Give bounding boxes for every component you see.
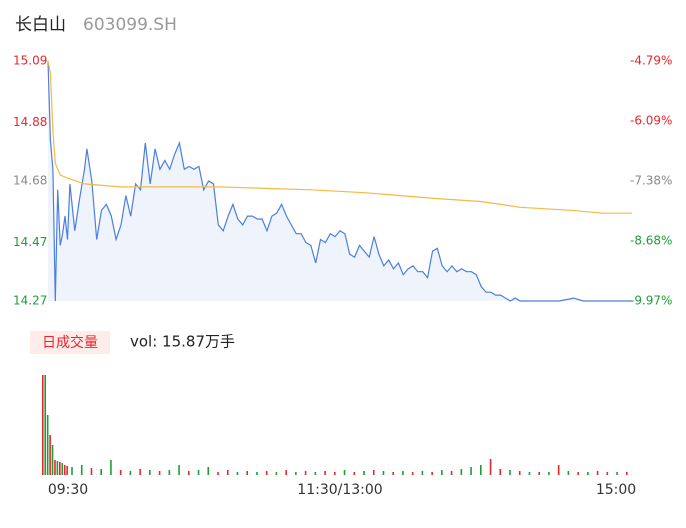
y2-tick-label: -7.38% [630, 174, 672, 188]
volume-bar [285, 470, 287, 475]
price-area [48, 61, 632, 301]
y2-tick-label: -6.09% [630, 114, 672, 128]
x-tick-label: 11:30/13:00 [297, 482, 382, 498]
volume-bar [54, 460, 56, 475]
volume-bar [557, 465, 560, 475]
volume-bar [480, 465, 482, 475]
volume-bar [178, 465, 180, 475]
volume-bar [256, 472, 258, 475]
volume-bar [431, 472, 433, 475]
x-tick-label: 09:30 [48, 482, 88, 498]
volume-bar [59, 462, 61, 475]
volume-bar [567, 471, 570, 475]
y2-tick-label: -9.97% [630, 294, 672, 308]
volume-bar [119, 470, 122, 475]
volume-bar [372, 470, 375, 475]
volume-bar [606, 472, 609, 475]
volume-bar [139, 469, 141, 475]
volume-bar [207, 467, 210, 475]
y-tick-label: 14.68 [13, 174, 47, 188]
volume-bar [49, 435, 51, 475]
volume-bar [489, 459, 492, 475]
volume-bar [353, 472, 356, 475]
volume-bar [402, 471, 404, 475]
volume-label: vol: 15.87万手 [130, 333, 235, 351]
volume-bar [324, 471, 326, 475]
volume-bar [518, 471, 521, 475]
stock-code: 603099.SH [83, 15, 177, 35]
volume-bar [246, 471, 248, 475]
volume-bar [499, 469, 502, 475]
average-line [47, 60, 632, 214]
volume-bar [100, 469, 102, 475]
volume-bar [548, 472, 550, 475]
volume-badge: 日成交量 [42, 334, 98, 351]
volume-bar [265, 471, 268, 475]
y2-tick-label: -4.79% [630, 54, 672, 68]
stock-name: 长白山 [15, 15, 66, 35]
volume-bar [275, 472, 278, 475]
volume-bar [61, 463, 64, 475]
volume-bar [217, 472, 219, 475]
volume-bar [236, 472, 239, 475]
volume-bar [314, 472, 317, 475]
volume-bar [363, 471, 365, 475]
y-tick-label: 14.27 [13, 294, 47, 308]
volume-bar [71, 467, 73, 475]
volume-bar [158, 471, 161, 475]
volume-bar [304, 471, 307, 475]
volume-bar [226, 470, 229, 475]
volume-bar [149, 470, 151, 475]
volume-bar [66, 466, 68, 475]
volume-bar [110, 460, 112, 475]
volume-bar [343, 470, 346, 475]
price-line [47, 60, 632, 302]
volume-bar [441, 470, 443, 475]
volume-bar [46, 415, 49, 475]
volume-bar [616, 472, 618, 475]
volume-bar [411, 472, 414, 475]
volume-bar [392, 472, 394, 475]
volume-bar [587, 472, 589, 475]
volume-bar [460, 469, 463, 475]
volume-badge-bg [30, 331, 110, 354]
y-tick-label: 15.09 [13, 54, 47, 68]
volume-bar [42, 375, 44, 475]
volume-bar [197, 470, 200, 475]
volume-bar [626, 472, 628, 475]
volume-bar [56, 461, 59, 475]
volume-bar [596, 471, 599, 475]
volume-bar [129, 471, 132, 475]
volume-bar [295, 472, 297, 475]
x-tick-label: 15:00 [596, 482, 636, 498]
volume-bar [44, 375, 47, 475]
volume-bar [450, 471, 453, 475]
y-tick-label: 14.88 [13, 115, 47, 129]
volume-bar [80, 465, 83, 475]
volume-bar [63, 465, 66, 475]
volume-bar [382, 471, 385, 475]
volume-bar [528, 472, 531, 475]
volume-bar [470, 467, 472, 475]
volume-bar [51, 445, 54, 475]
volume-bar [538, 472, 540, 475]
volume-bar [509, 470, 511, 475]
volume-bar [334, 472, 336, 475]
volume-bar [421, 471, 424, 475]
volume-bar [90, 468, 93, 475]
volume-bar [577, 472, 579, 475]
volume-bar [168, 470, 171, 475]
y-tick-label: 14.47 [13, 235, 47, 249]
volume-bar [188, 471, 190, 475]
y2-tick-label: -8.68% [630, 234, 672, 248]
